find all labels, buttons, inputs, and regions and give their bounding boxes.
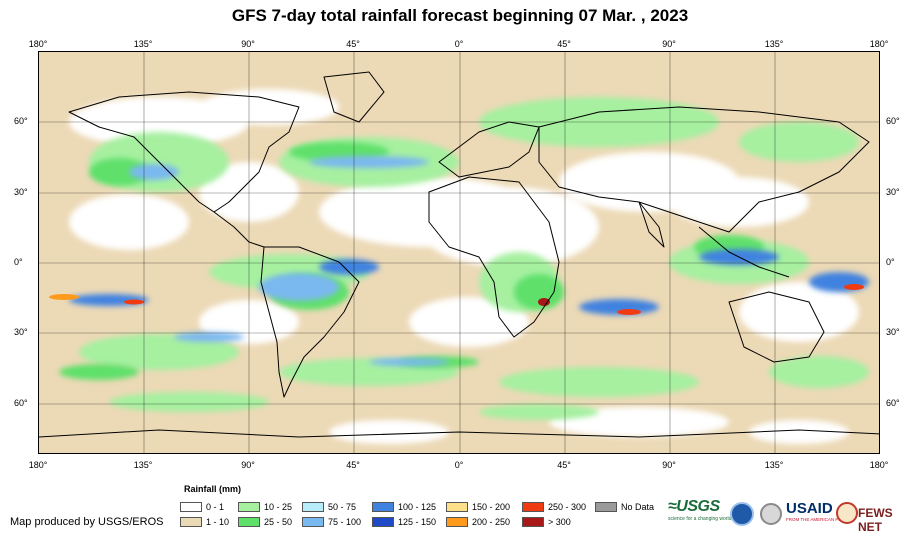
- lon-tick: 135°: [764, 39, 784, 49]
- legend-swatch: [180, 502, 202, 512]
- usgs-logo-icon: ≈USGS science for a changing world: [668, 498, 731, 522]
- map-credit: Map produced by USGS/EROS: [10, 516, 164, 528]
- lon-tick: 90°: [241, 460, 255, 470]
- rain-150-plus: [49, 284, 864, 315]
- lat-tick: 30°: [14, 327, 28, 337]
- lon-tick: 0°: [454, 460, 464, 470]
- greenland: [323, 71, 385, 123]
- legend-swatch: [238, 517, 260, 527]
- legend-swatch: [372, 517, 394, 527]
- lon-tick: 90°: [662, 460, 676, 470]
- map-title: GFS 7-day total rainfall forecast beginn…: [231, 6, 689, 25]
- lon-tick: 180°: [869, 460, 889, 470]
- lat-tick: 30°: [14, 187, 28, 197]
- legend-swatch: [302, 502, 324, 512]
- usaid-logo-icon: USAID FROM THE AMERICAN PEOPLE: [786, 500, 853, 522]
- lat-tick: 60°: [886, 116, 900, 126]
- logo-strip: ≈USGS science for a changing world USAID…: [668, 498, 916, 534]
- legend-label: 0 - 1: [206, 502, 225, 512]
- legend-item: 75 - 100: [302, 517, 361, 527]
- legend-swatch: [238, 502, 260, 512]
- legend-item: 0 - 1: [180, 502, 224, 512]
- legend-swatch: [595, 502, 617, 512]
- fews-net-wordmark: FEWS NET: [858, 506, 893, 534]
- legend-label: 200 - 250: [472, 517, 511, 527]
- legend-item: > 300: [522, 517, 571, 527]
- usgs-wordmark: ≈USGS: [668, 498, 720, 515]
- legend-swatch: [522, 517, 544, 527]
- graticule: [39, 52, 879, 453]
- us-seal-icon: [760, 503, 782, 525]
- north-america: [68, 91, 300, 213]
- europe: [438, 121, 540, 178]
- lon-tick: 135°: [764, 460, 784, 470]
- legend-label: 125 - 150: [398, 517, 437, 527]
- legend-item: No Data: [595, 502, 654, 512]
- legend-label: 25 - 50: [264, 517, 293, 527]
- fews-net-logo-icon: [836, 502, 858, 524]
- usgs-tagline: science for a changing world: [668, 516, 732, 522]
- lon-tick: 45°: [346, 39, 360, 49]
- lon-tick: 180°: [869, 39, 889, 49]
- lon-tick: 90°: [241, 39, 255, 49]
- legend-label: No Data: [621, 502, 655, 512]
- lon-tick: 45°: [346, 460, 360, 470]
- legend-swatch: [302, 517, 324, 527]
- legend-title: Rainfall (mm): [184, 484, 242, 494]
- lon-tick: 90°: [662, 39, 676, 49]
- rainfall-map-svg: [39, 52, 879, 453]
- antarctica: [39, 429, 879, 438]
- legend-swatch: [446, 517, 468, 527]
- lon-tick: 45°: [557, 460, 571, 470]
- legend-item: 250 - 300: [522, 502, 586, 512]
- central-america: [213, 211, 265, 248]
- legend-label: 1 - 10: [206, 517, 230, 527]
- legend-label: 150 - 200: [472, 502, 511, 512]
- legend-label: > 300: [548, 517, 571, 527]
- australia: [728, 291, 825, 363]
- southeast-asia: [698, 226, 790, 278]
- lat-tick: 0°: [886, 257, 895, 267]
- legend-item: 150 - 200: [446, 502, 510, 512]
- legend-swatch: [522, 502, 544, 512]
- lat-tick: 60°: [886, 398, 900, 408]
- legend-swatch: [372, 502, 394, 512]
- legend-swatch: [180, 517, 202, 527]
- legend-item: 100 - 125: [372, 502, 436, 512]
- lat-tick: 30°: [886, 327, 900, 337]
- rainfall-map: [38, 51, 880, 454]
- legend-item: 1 - 10: [180, 517, 229, 527]
- south-america: [260, 246, 360, 398]
- lon-tick: 135°: [133, 460, 153, 470]
- legend-item: 50 - 75: [302, 502, 356, 512]
- lat-tick: 60°: [14, 398, 28, 408]
- lat-tick: 30°: [886, 187, 900, 197]
- legend-label: 75 - 100: [328, 517, 362, 527]
- usaid-wordmark: USAID: [786, 500, 833, 517]
- legend-label: 10 - 25: [264, 502, 293, 512]
- africa: [428, 176, 560, 338]
- lat-tick: 0°: [14, 257, 23, 267]
- lon-tick: 180°: [28, 39, 48, 49]
- noaa-logo-icon: [730, 502, 754, 526]
- lon-tick: 0°: [454, 39, 464, 49]
- usaid-tagline: FROM THE AMERICAN PEOPLE: [786, 517, 854, 522]
- legend-item: 125 - 150: [372, 517, 436, 527]
- legend-swatch: [446, 502, 468, 512]
- lon-tick: 135°: [133, 39, 153, 49]
- lat-tick: 60°: [14, 116, 28, 126]
- lon-tick: 180°: [28, 460, 48, 470]
- legend-item: 25 - 50: [238, 517, 292, 527]
- asia: [538, 106, 870, 233]
- india: [638, 201, 665, 248]
- lon-tick: 45°: [557, 39, 571, 49]
- legend-label: 100 - 125: [398, 502, 437, 512]
- coastlines: [39, 71, 879, 438]
- legend-item: 10 - 25: [238, 502, 292, 512]
- legend-label: 50 - 75: [328, 502, 357, 512]
- legend-label: 250 - 300: [548, 502, 587, 512]
- legend-item: 200 - 250: [446, 517, 510, 527]
